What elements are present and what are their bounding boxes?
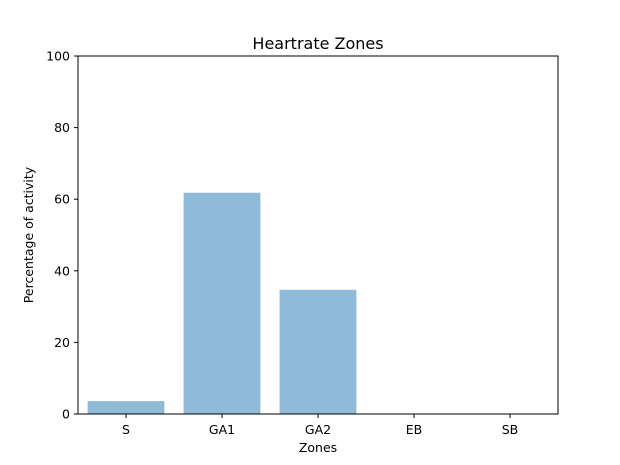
x-tick-label: GA2 (305, 422, 331, 437)
y-axis-label: Percentage of activity (21, 166, 36, 303)
x-axis-ticks: S GA1 GA2 EB SB (122, 414, 518, 437)
bar-ga1 (183, 192, 261, 414)
x-axis-label: Zones (299, 440, 337, 455)
x-tick-label: S (122, 422, 130, 437)
x-tick-label: GA1 (209, 422, 235, 437)
bar-ga2 (279, 289, 357, 414)
y-tick-label: 60 (54, 192, 70, 207)
chart-title: Heartrate Zones (252, 34, 383, 53)
y-tick-label: 20 (54, 335, 70, 350)
y-tick-label: 0 (62, 407, 70, 422)
y-axis-ticks: 0 20 40 60 80 100 (46, 49, 78, 422)
bar-s (87, 401, 165, 414)
y-tick-label: 100 (46, 49, 70, 64)
y-tick-label: 80 (54, 120, 70, 135)
bars-group (87, 192, 357, 414)
x-tick-label: SB (502, 422, 519, 437)
y-tick-label: 40 (54, 263, 70, 278)
x-tick-label: EB (406, 422, 422, 437)
